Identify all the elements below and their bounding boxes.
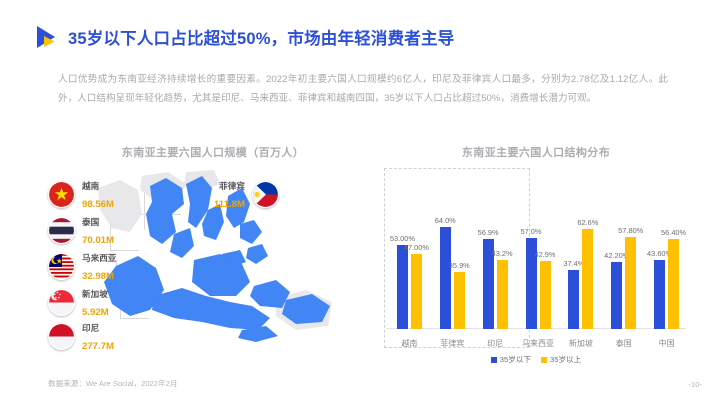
country-name: 印尼 [82,323,100,333]
country-value: 111.8M [214,199,245,211]
country-item-indonesia[interactable]: 印尼 277.7M [48,318,114,355]
singapore-flag-icon [48,288,75,316]
bar-label: 42.9% [534,249,556,259]
chart-plot-area: 53.00% 47.00% 64.0% 35.9% [388,170,688,329]
bar-group-indonesia: 56.9% 43.2% [474,170,517,329]
bar-thailand-over35[interactable]: 57.80% [618,226,643,329]
bar-group-malaysia: 57.0% 42.9% [517,170,560,329]
bar-label: 47.00% [403,243,429,253]
country-name: 马来西亚 [82,253,117,263]
x-axis-labels: 越南 菲律宾 印尼 马来西亚 新加坡 泰国 中国 [388,338,688,349]
legend-item-over35[interactable]: 35岁以上 [541,354,581,365]
bar-thailand-under35[interactable]: 42.20% [604,251,629,329]
bar-label: 57.0% [520,227,542,237]
country-name: 越南 [82,181,100,191]
slide-header: 35岁以下人口占比超过50%，市场由年轻消费者主导 [32,22,454,52]
country-item-singapore[interactable]: 新加坡 5.92M [48,284,109,321]
x-label-thailand: 泰国 [615,339,632,348]
legend-swatch-icon [541,356,547,363]
connector-thailand [110,224,139,251]
population-structure-panel: 东南亚主要六国人口结构分布 53.00% 47.00% 64.0% [378,144,694,379]
x-label-vietnam: 越南 [401,339,418,348]
southeast-asia-map-icon [98,170,332,342]
country-value: 5.92M [82,307,109,319]
source-note: 数据来源：We Are Social，2022年2月 [48,379,178,388]
indonesia-flag-icon [48,322,75,350]
x-label-singapore: 新加坡 [568,339,593,348]
bar-china-under35[interactable]: 43.60% [647,249,672,329]
bar-vietnam-under35[interactable]: 53.00% [390,234,415,329]
bar-indonesia-over35[interactable]: 43.2% [492,249,513,329]
bar-label: 35.9% [448,260,470,270]
bar-vietnam-over35[interactable]: 47.00% [404,243,429,329]
x-label-china: 中国 [658,339,675,348]
bar-philippines-over35[interactable]: 35.9% [449,261,470,329]
bar-philippines-under35[interactable]: 64.0% [435,216,456,329]
legend-swatch-icon [490,356,497,363]
thailand-flag-icon [48,216,75,244]
bar-indonesia-under35[interactable]: 56.9% [478,228,499,329]
bar-china-over35[interactable]: 56.40% [661,228,686,329]
country-name: 泰国 [82,217,100,227]
bar-chart: 53.00% 47.00% 64.0% 35.9% [380,166,692,351]
bar-label: 43.60% [647,248,673,258]
bar-group-china: 43.60% 56.40% [645,170,688,329]
x-label-indonesia: 印尼 [487,339,504,348]
bar-group-thailand: 42.20% 57.80% [602,170,645,329]
legend-item-under35[interactable]: 35岁以下 [490,354,531,365]
legend-label: 35岁以上 [550,355,582,364]
intro-paragraph: 人口优势成为东南亚经济持续增长的重要因素。2022年初主要六国人口规模约6亿人，… [58,74,668,104]
legend-label: 35岁以下 [499,355,531,364]
bar-singapore-under35[interactable]: 37.4% [563,259,584,329]
connector-philippines [144,190,146,230]
country-item-malaysia[interactable]: 马来西亚 32.98M [48,248,116,285]
philippines-flag-icon [251,180,279,208]
bar-label: 56.40% [661,228,687,238]
vietnam-flag-icon [48,180,75,208]
bar-label: 37.4% [563,258,585,268]
bar-malaysia-over35[interactable]: 42.9% [535,250,555,329]
x-label-malaysia: 马来西亚 [522,339,554,348]
malaysia-flag-icon [48,252,75,280]
bar-group-vietnam: 53.00% 47.00% [388,170,431,329]
country-item-vietnam[interactable]: 越南 98.56M [48,176,114,213]
bar-singapore-over35[interactable]: 62.6% [577,218,598,329]
bar-label: 42.20% [604,250,630,260]
x-label-philippines: 菲律宾 [440,339,465,348]
left-panel-title: 东南亚主要六国人口规模（百万人） [121,147,305,159]
play-triangle-logo-icon [32,22,62,52]
country-name: 菲律宾 [219,181,245,191]
bar-label: 56.9% [477,227,499,237]
country-value: 70.01M [82,235,114,247]
chart-legend: 35岁以下 35岁以上 [378,354,694,365]
bar-malaysia-under35[interactable]: 57.0% [521,227,541,329]
map-area: 越南 98.56M [48,168,378,353]
country-value: 98.56M [82,199,114,211]
bar-group-singapore: 37.4% 62.6% [559,170,602,329]
population-size-panel: 东南亚主要六国人口规模（百万人） [48,144,378,354]
page-title: 35岁以下人口占比超过50%，市场由年轻消费者主导 [68,30,455,48]
page-number: -10- [688,380,702,389]
right-panel-title: 东南亚主要六国人口结构分布 [461,147,611,159]
bar-label: 43.2% [491,249,513,259]
country-item-philippines[interactable]: 菲律宾 111.8M [214,176,279,213]
country-value: 32.98M [82,271,114,283]
country-name: 新加坡 [82,289,108,299]
bar-label: 64.0% [434,216,456,226]
bar-label: 57.80% [618,226,644,236]
country-item-thailand[interactable]: 泰国 70.01M [48,212,114,249]
bar-label: 62.6% [577,218,599,228]
bar-label: 53.00% [389,233,415,243]
country-value: 277.7M [82,341,114,353]
bar-group-philippines: 64.0% 35.9% [431,170,474,329]
